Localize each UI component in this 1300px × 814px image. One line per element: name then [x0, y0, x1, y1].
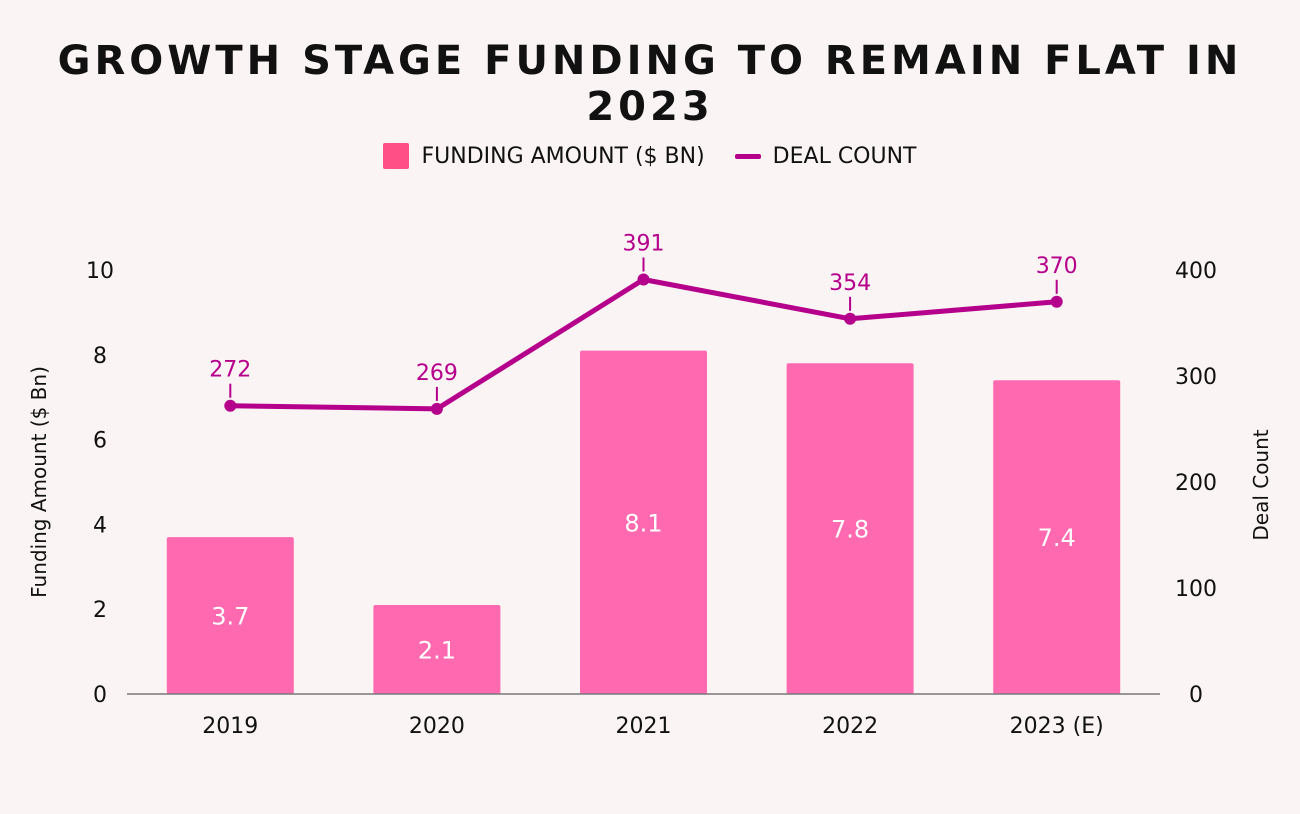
- deal-count-label: 370: [1036, 254, 1078, 279]
- x-tick-label: 2020: [409, 714, 465, 739]
- legend-swatch-deal-count: [734, 153, 761, 159]
- x-tick-label: 2023 (E): [1010, 714, 1104, 739]
- y-tick-label: 0: [93, 683, 107, 708]
- bar-2022: [786, 363, 914, 694]
- deal-count-point: [224, 399, 237, 412]
- deal-count-label: 269: [416, 361, 458, 386]
- deal-count-point: [1050, 295, 1063, 308]
- y2-tick-label: 100: [1175, 577, 1217, 602]
- chart-title: GROWTH STAGE FUNDING TO REMAIN FLAT IN 2…: [57, 38, 1243, 130]
- legend-item-funding: FUNDING AMOUNT ($ BN): [383, 143, 705, 169]
- y2-tick-label: 200: [1175, 471, 1217, 496]
- legend-item-deal-count: DEAL COUNT: [734, 143, 917, 169]
- line-group: 272 269 391 354 370: [209, 232, 1078, 415]
- y2-tick-label: 300: [1175, 365, 1217, 390]
- x-tick-label: 2019: [202, 714, 258, 739]
- y-tick-label: 10: [86, 259, 114, 284]
- y-tick-label: 2: [93, 598, 107, 623]
- bar-value-label: 7.8: [831, 516, 869, 544]
- bars-group: 3.7 2.1 8.1 7.8 7.4: [166, 350, 1121, 694]
- x-tick-label: 2022: [822, 714, 878, 739]
- bar-value-label: 3.7: [211, 603, 249, 631]
- y-tick-label: 6: [93, 429, 107, 454]
- legend-label-funding: FUNDING AMOUNT ($ BN): [421, 143, 705, 169]
- bar-2019: [166, 537, 294, 694]
- bar-2021: [580, 350, 707, 694]
- bar-2020: [373, 605, 501, 694]
- legend-label-deal-count: DEAL COUNT: [772, 143, 917, 169]
- deal-count-label: 391: [623, 232, 665, 257]
- deal-count-label: 272: [209, 358, 251, 383]
- bar-2023e: [993, 380, 1121, 694]
- bar-value-label: 8.1: [624, 509, 662, 537]
- x-tick-label: 2021: [616, 714, 672, 739]
- bar-value-label: 7.4: [1038, 524, 1076, 552]
- deal-count-label: 354: [829, 271, 871, 296]
- y2-tick-label: 400: [1175, 259, 1217, 284]
- y2-axis-title: Deal Count: [1249, 429, 1273, 540]
- legend-swatch-funding: [383, 143, 410, 169]
- deal-count-point: [430, 402, 443, 415]
- legend: FUNDING AMOUNT ($ BN) DEAL COUNT: [0, 143, 1300, 169]
- y2-tick-label: 0: [1189, 683, 1203, 708]
- deal-count-point: [637, 273, 650, 286]
- y-axis-title: Funding Amount ($ Bn): [27, 366, 51, 598]
- y-tick-label: 8: [93, 344, 107, 369]
- bar-value-label: 2.1: [418, 637, 456, 665]
- deal-count-point: [844, 312, 857, 325]
- y-tick-label: 4: [93, 513, 107, 538]
